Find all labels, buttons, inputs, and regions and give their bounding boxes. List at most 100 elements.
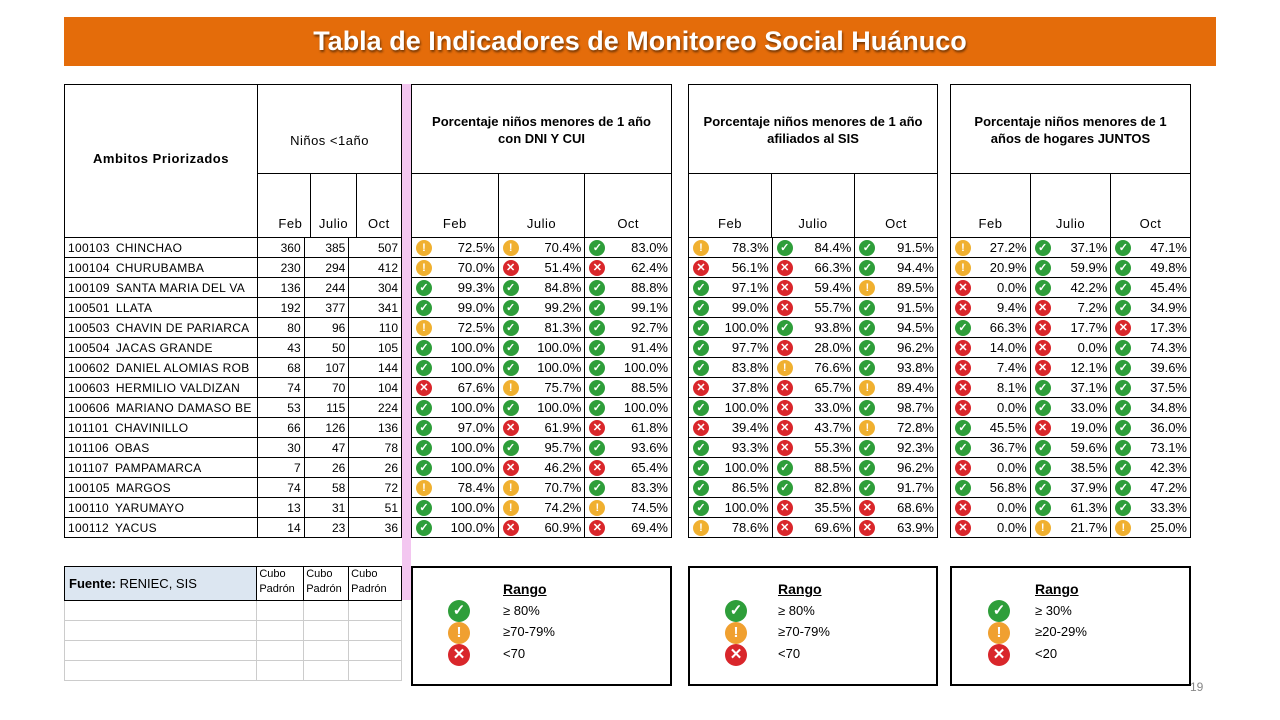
pct-value: 70.7%	[544, 480, 582, 495]
table-row: 100104 CHURUBAMBA 230 294 412	[64, 257, 402, 278]
x-circle-icon	[693, 260, 709, 276]
dni-pct-cell: 51.4%	[497, 257, 586, 278]
juntos-pct-cell: 12.1%	[1029, 357, 1112, 378]
pct-value: 20.9%	[989, 260, 1027, 275]
empty-cell	[63, 660, 258, 681]
ninos-label: Niños <1año	[290, 133, 369, 148]
juntos-pct-cell: 21.7%	[1029, 517, 1112, 538]
sis-pct-cell: 68.6%	[854, 497, 938, 518]
dni-pct-cell: 100.0%	[411, 497, 499, 518]
warning-circle-icon	[988, 622, 1010, 644]
sis-pct-cell: 94.4%	[854, 257, 938, 278]
dni-pct-cell: 99.1%	[584, 297, 672, 318]
pct-value: 100.0%	[623, 400, 668, 415]
warning-circle-icon	[693, 240, 709, 256]
x-circle-icon	[955, 400, 971, 416]
count-cell: 107	[303, 357, 350, 378]
table-row: 37.8% 65.7% 89.4%	[688, 377, 938, 398]
pct-value: 45.4%	[1150, 280, 1187, 295]
check-circle-icon	[859, 320, 876, 336]
dni-pct-cell: 78.4%	[411, 477, 499, 498]
table-row: 97.1% 59.4% 89.5%	[688, 277, 938, 298]
pct-value: 72.5%	[457, 240, 495, 255]
juntos-pct-cell: 45.4%	[1110, 277, 1191, 298]
table-row: 100.0% 74.2% 74.5%	[411, 497, 672, 518]
check-circle-icon	[1115, 440, 1132, 456]
table-row: 100606 MARIANO DAMASO BE 53 115 224	[64, 397, 402, 418]
ambito-code: 100109	[68, 280, 110, 295]
ambito-cell: 100103 CHINCHAO	[64, 237, 258, 258]
fuente-label: Fuente:	[69, 576, 116, 591]
sis-pct-cell: 37.8%	[688, 377, 773, 398]
cubo-label: Cubo Padrón	[351, 568, 387, 595]
ambito-cell: 100606 MARIANO DAMASO BE	[64, 397, 258, 418]
check-circle-icon	[859, 260, 876, 276]
ambito-name: CHINCHAO	[115, 240, 183, 255]
ambito-name: CHURUBAMBA	[115, 260, 205, 275]
pct-value: 61.9%	[544, 420, 582, 435]
ambitos-table: 100103 CHINCHAO 360 385 507 100104 CHURUBAMBA 2…	[64, 237, 402, 538]
pct-value: 0.0%	[997, 500, 1027, 515]
count-cell: 26	[303, 457, 350, 478]
check-circle-icon	[859, 400, 876, 416]
check-circle-icon	[776, 320, 793, 336]
sis-pct-cell: 55.7%	[771, 297, 856, 318]
pct-value: 28.0%	[814, 340, 852, 355]
x-circle-icon	[955, 520, 971, 536]
juntos-pct-cell: 9.4%	[950, 297, 1031, 318]
check-circle-icon	[589, 340, 606, 356]
count-cell: 36	[348, 517, 402, 538]
empty-cell	[256, 640, 305, 661]
x-circle-icon	[589, 520, 606, 536]
juntos-pct-cell: 36.7%	[950, 437, 1031, 458]
check-circle-icon	[859, 340, 876, 356]
x-circle-icon	[725, 644, 747, 666]
pct-value: 78.6%	[731, 520, 769, 535]
pct-value: 73.1%	[1150, 440, 1187, 455]
month-oct: Oct	[1110, 174, 1190, 237]
sis-pct-cell: 82.8%	[771, 477, 856, 498]
x-circle-icon	[589, 460, 606, 476]
warning-circle-icon	[502, 480, 519, 496]
dni-header: Porcentaje niños menores de 1 año con DN…	[411, 84, 672, 238]
fuente-cell: Fuente: RENIEC, SIS	[63, 566, 258, 601]
count-cell: 110	[348, 317, 402, 338]
table-row: 66.3% 17.7% 17.3%	[950, 317, 1191, 338]
pct-value: 100.0%	[450, 520, 495, 535]
warning-circle-icon	[776, 360, 793, 376]
pct-value: 56.1%	[731, 260, 769, 275]
count-cell: 412	[348, 257, 402, 278]
pct-value: 98.7%	[897, 400, 934, 415]
sis-pct-cell: 72.8%	[854, 417, 938, 438]
table-row: 7.4% 12.1% 39.6%	[950, 357, 1191, 378]
table-row: 100.0% 88.5% 96.2%	[688, 457, 938, 478]
empty-cell	[303, 620, 350, 641]
table-row: 78.3% 84.4% 91.5%	[688, 237, 938, 258]
table-row: 9.4% 7.2% 34.9%	[950, 297, 1191, 318]
pct-value: 94.4%	[897, 260, 934, 275]
sis-pct-cell: 65.7%	[771, 377, 856, 398]
table-row: 100105 MARGOS 74 58 72	[64, 477, 402, 498]
pct-value: 74.5%	[631, 500, 668, 515]
sis-pct-cell: 84.4%	[771, 237, 856, 258]
count-cell: 230	[256, 257, 305, 278]
empty-cell	[348, 620, 402, 641]
check-circle-icon	[1034, 260, 1051, 276]
juntos-pct-cell: 27.2%	[950, 237, 1031, 258]
check-circle-icon	[693, 320, 709, 336]
pct-value: 37.9%	[1070, 480, 1108, 495]
table-row: 100.0% 35.5% 68.6%	[688, 497, 938, 518]
pct-value: 99.0%	[457, 300, 495, 315]
ambito-code: 100501	[68, 300, 110, 315]
dni-pct-cell: 67.6%	[411, 377, 499, 398]
dni-pct-cell: 46.2%	[497, 457, 586, 478]
sis-pct-cell: 66.3%	[771, 257, 856, 278]
pct-value: 74.2%	[544, 500, 582, 515]
juntos-table: 27.2% 37.1% 47.1% 20.9% 59.9% 49.8% 0.0% 42.2% 4…	[950, 237, 1191, 538]
check-circle-icon	[859, 460, 876, 476]
pct-value: 99.0%	[731, 300, 769, 315]
pct-value: 100.0%	[724, 460, 769, 475]
juntos-months: Feb Julio Oct	[951, 173, 1190, 237]
table-row: 100110 YARUMAYO 13 31 51	[64, 497, 402, 518]
table-row: 100602 DANIEL ALOMIAS ROB 68 107 144	[64, 357, 402, 378]
